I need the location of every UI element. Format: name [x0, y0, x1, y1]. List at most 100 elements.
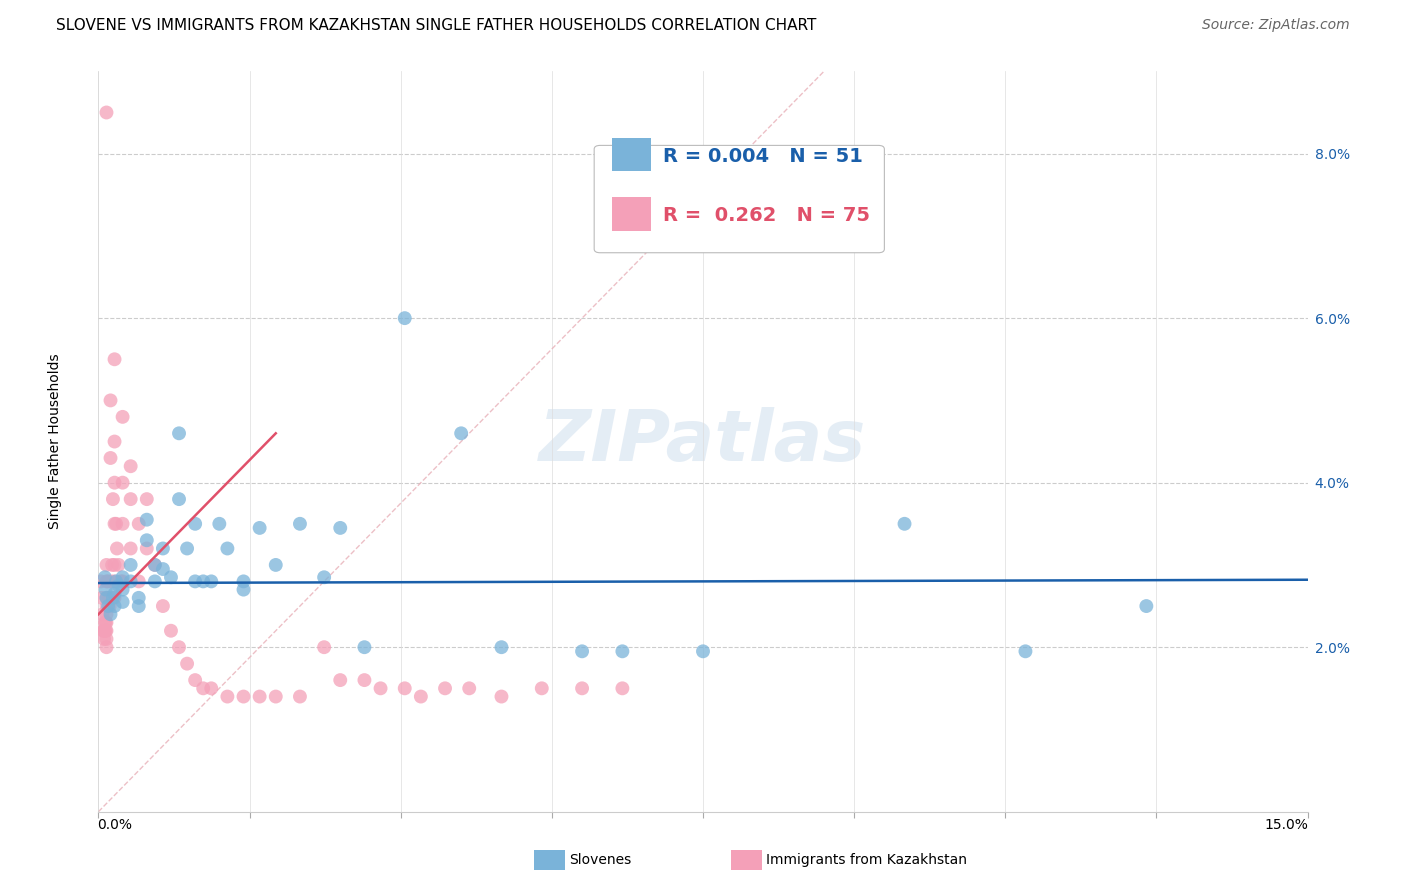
Point — [120, 492, 142, 507]
Point — [314, 570, 336, 584]
Point — [612, 644, 634, 658]
Point — [329, 521, 352, 535]
Point — [491, 690, 513, 704]
Point — [394, 681, 416, 696]
Point — [409, 690, 432, 704]
Point — [94, 615, 117, 630]
Point — [128, 516, 150, 531]
Point — [353, 640, 375, 655]
Point — [105, 516, 128, 531]
Point — [103, 587, 125, 601]
Point — [96, 558, 118, 572]
Point — [111, 409, 134, 424]
Text: ZIPatlas: ZIPatlas — [540, 407, 866, 476]
Point — [101, 492, 124, 507]
Point — [120, 541, 142, 556]
Point — [135, 541, 157, 556]
Point — [128, 591, 150, 605]
Point — [96, 632, 118, 646]
Point — [329, 673, 352, 687]
Point — [135, 533, 157, 548]
Point — [91, 607, 114, 622]
Point — [103, 599, 125, 613]
Point — [571, 644, 593, 658]
Point — [94, 582, 117, 597]
Point — [105, 574, 128, 589]
Point — [288, 690, 311, 704]
Point — [167, 492, 190, 507]
Point — [94, 615, 117, 630]
Point — [434, 681, 457, 696]
Point — [458, 681, 481, 696]
Point — [193, 574, 215, 589]
Point — [100, 574, 122, 589]
Point — [249, 690, 271, 704]
Point — [120, 459, 142, 474]
Y-axis label: Single Father Households: Single Father Households — [48, 354, 62, 529]
Point — [370, 681, 392, 696]
Point — [1135, 599, 1157, 613]
Point — [96, 105, 118, 120]
Point — [167, 426, 190, 441]
Point — [530, 681, 553, 696]
Text: R = 0.004   N = 51: R = 0.004 N = 51 — [664, 147, 863, 166]
Text: 15.0%: 15.0% — [1265, 818, 1309, 831]
Point — [184, 574, 207, 589]
Point — [249, 521, 271, 535]
Point — [103, 558, 125, 572]
Point — [160, 570, 183, 584]
Point — [101, 558, 124, 572]
Point — [200, 574, 222, 589]
Point — [264, 690, 287, 704]
Point — [105, 541, 128, 556]
Point — [135, 492, 157, 507]
Point — [143, 558, 166, 572]
Point — [184, 673, 207, 687]
Text: R =  0.262   N = 75: R = 0.262 N = 75 — [664, 206, 870, 226]
Point — [107, 558, 129, 572]
Point — [96, 591, 118, 605]
Point — [103, 352, 125, 367]
Point — [152, 541, 174, 556]
Point — [111, 582, 134, 597]
Point — [101, 591, 124, 605]
Point — [103, 574, 125, 589]
Point — [97, 574, 120, 589]
Point — [176, 541, 198, 556]
Point — [571, 681, 593, 696]
Text: Slovenes: Slovenes — [569, 853, 631, 867]
Point — [111, 574, 134, 589]
Point — [103, 475, 125, 490]
Point — [135, 513, 157, 527]
Point — [94, 570, 117, 584]
Text: SLOVENE VS IMMIGRANTS FROM KAZAKHSTAN SINGLE FATHER HOUSEHOLDS CORRELATION CHART: SLOVENE VS IMMIGRANTS FROM KAZAKHSTAN SI… — [56, 18, 817, 33]
Point — [98, 599, 121, 613]
Point — [103, 591, 125, 605]
Point — [103, 516, 125, 531]
Point — [97, 599, 120, 613]
Point — [93, 632, 115, 646]
Point — [110, 574, 132, 589]
Point — [97, 591, 120, 605]
Point — [314, 640, 336, 655]
Point — [813, 187, 835, 202]
Point — [143, 574, 166, 589]
Point — [450, 426, 472, 441]
Point — [91, 624, 114, 638]
Point — [143, 558, 166, 572]
Point — [160, 624, 183, 638]
Point — [692, 644, 714, 658]
Point — [111, 595, 134, 609]
Point — [96, 640, 118, 655]
Point — [100, 393, 122, 408]
Point — [1014, 644, 1036, 658]
Point — [90, 574, 112, 589]
Point — [491, 640, 513, 655]
Point — [184, 516, 207, 531]
Point — [94, 624, 117, 638]
Point — [152, 599, 174, 613]
Text: Source: ZipAtlas.com: Source: ZipAtlas.com — [1202, 18, 1350, 32]
Point — [217, 541, 239, 556]
Point — [100, 450, 122, 465]
Point — [120, 558, 142, 572]
